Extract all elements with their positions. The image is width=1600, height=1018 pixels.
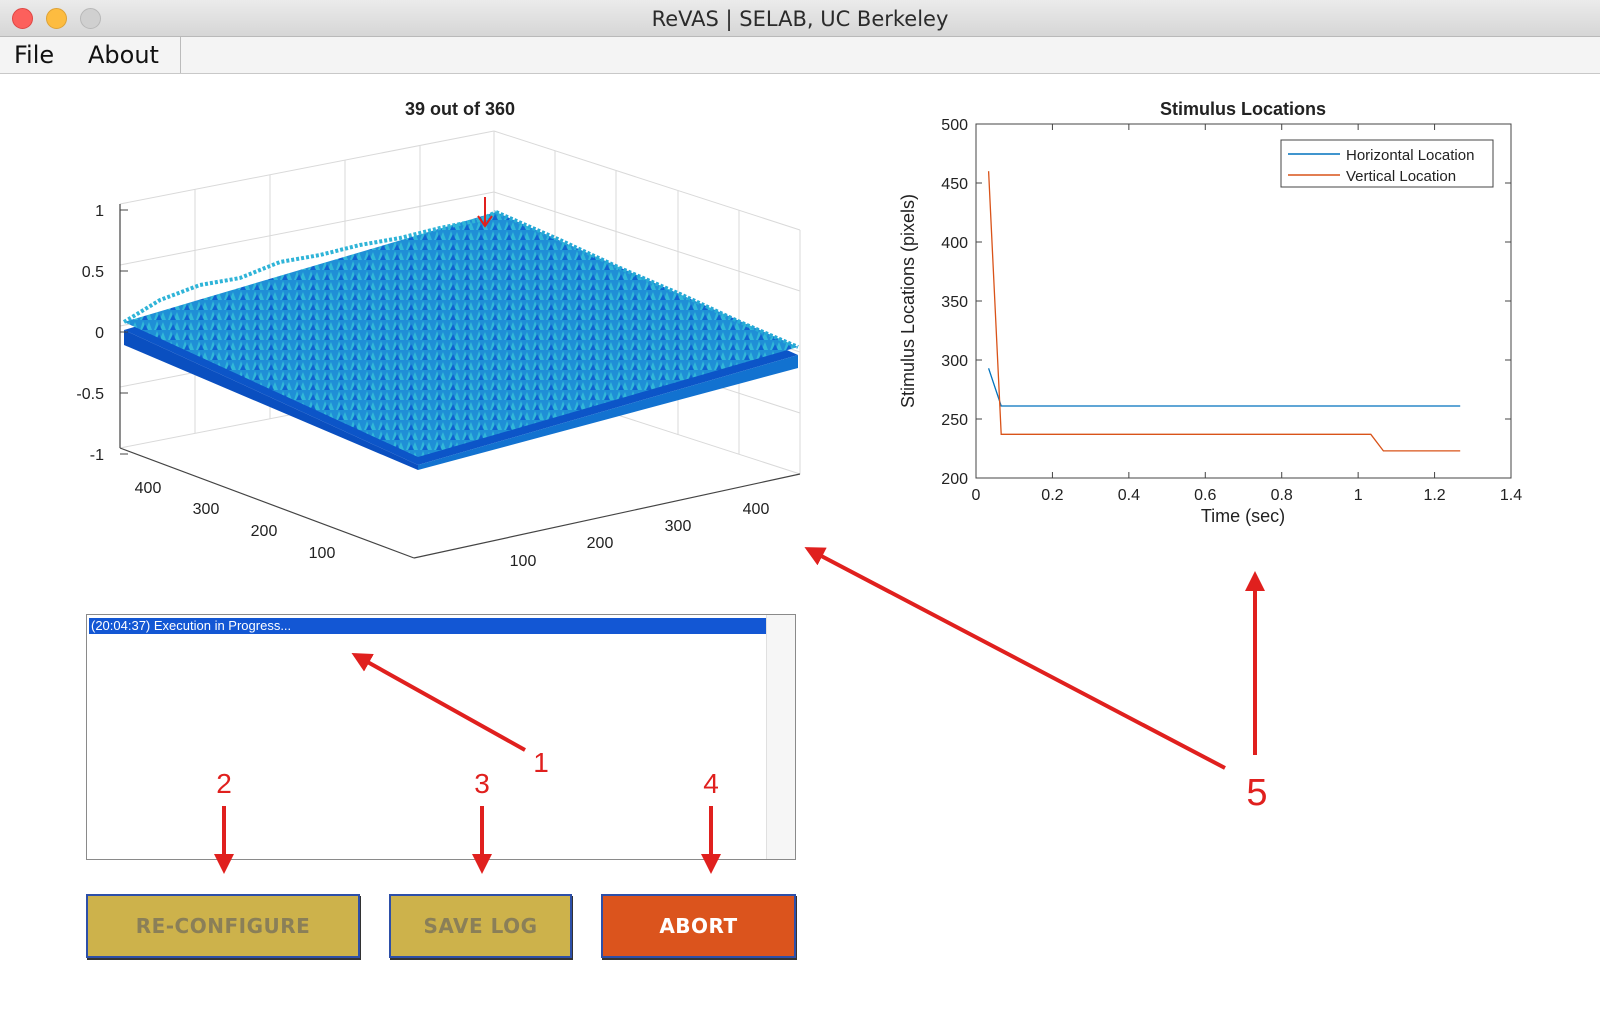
legend-horizontal: Horizontal Location bbox=[1346, 147, 1474, 164]
abort-button[interactable]: ABORT bbox=[601, 894, 796, 958]
chart-legend: Horizontal Location Vertical Location bbox=[1280, 139, 1494, 188]
z-tick-label: 0 bbox=[95, 325, 104, 342]
surface-plot: 39 out of 360 bbox=[76, 99, 801, 570]
save-log-button[interactable]: SAVE LOG bbox=[389, 894, 572, 958]
chart-y-ticks: 200 250 300 350 400 450 500 bbox=[941, 117, 1511, 488]
menu-file[interactable]: File bbox=[14, 41, 55, 69]
right-axis-tick-label: 300 bbox=[665, 518, 692, 535]
window-title: ReVAS | SELAB, UC Berkeley bbox=[651, 7, 949, 31]
y-tick-label: 500 bbox=[941, 117, 968, 134]
y-tick-label: 450 bbox=[941, 176, 968, 193]
y-tick-label: 200 bbox=[941, 471, 968, 488]
log-scrollbar[interactable] bbox=[766, 615, 795, 859]
x-tick-label: 1 bbox=[1354, 487, 1363, 504]
y-tick-label: 400 bbox=[941, 235, 968, 252]
x-tick-label: 0.6 bbox=[1194, 487, 1216, 504]
legend-vertical: Vertical Location bbox=[1346, 168, 1456, 185]
series-line-horizontal bbox=[987, 368, 1461, 407]
x-tick-label: 0.4 bbox=[1118, 487, 1140, 504]
right-axis-tick-label: 200 bbox=[587, 535, 614, 552]
y-tick-label: 300 bbox=[941, 353, 968, 370]
menu-bar: File About bbox=[0, 37, 1600, 74]
z-tick-label: 1 bbox=[95, 203, 104, 220]
title-bar: ReVAS | SELAB, UC Berkeley bbox=[0, 0, 1600, 37]
chart-title: Stimulus Locations bbox=[1160, 99, 1326, 119]
left-axis-tick-label: 200 bbox=[251, 523, 278, 540]
z-tick-label: 0.5 bbox=[82, 264, 104, 281]
x-tick-label: 0.8 bbox=[1271, 487, 1293, 504]
menu-divider bbox=[180, 37, 181, 73]
x-tick-label: 1.4 bbox=[1500, 487, 1522, 504]
menu-about[interactable]: About bbox=[88, 41, 159, 69]
peak-marker-icon bbox=[477, 197, 493, 228]
x-tick-label: 0 bbox=[972, 487, 981, 504]
zoom-window-button[interactable] bbox=[80, 8, 101, 29]
chart-x-label: Time (sec) bbox=[1201, 506, 1285, 526]
x-tick-label: 1.2 bbox=[1423, 487, 1445, 504]
series-line-vertical bbox=[987, 171, 1461, 452]
log-listbox[interactable]: (20:04:37) Execution in Progress... bbox=[86, 614, 796, 860]
surface-tick-labels: 1 0.5 0 -0.5 -1 400 300 200 100 100 200 300 400 bbox=[76, 203, 769, 570]
x-tick-label: 0.2 bbox=[1041, 487, 1063, 504]
y-tick-label: 250 bbox=[941, 412, 968, 429]
reconfigure-button[interactable]: RE-CONFIGURE bbox=[86, 894, 360, 958]
chart-y-label: Stimulus Locations (pixels) bbox=[898, 194, 918, 408]
chart-x-ticks: 0 0.2 0.4 0.6 0.8 1 1.2 1.4 bbox=[972, 124, 1522, 504]
left-axis-tick-label: 100 bbox=[309, 545, 336, 562]
surface-mesh bbox=[122, 210, 799, 470]
left-axis-tick-label: 300 bbox=[193, 501, 220, 518]
log-entry[interactable]: (20:04:37) Execution in Progress... bbox=[89, 618, 771, 634]
right-axis-tick-label: 100 bbox=[510, 553, 537, 570]
stimulus-locations-chart: Stimulus Locations 200 250 300 350 400 450 500… bbox=[898, 99, 1522, 526]
close-window-button[interactable] bbox=[12, 8, 33, 29]
left-axis-tick-label: 400 bbox=[135, 480, 162, 497]
y-tick-label: 350 bbox=[941, 294, 968, 311]
chart-series bbox=[987, 171, 1461, 452]
minimize-window-button[interactable] bbox=[46, 8, 67, 29]
z-tick-label: -1 bbox=[90, 447, 104, 464]
z-tick-label: -0.5 bbox=[76, 386, 104, 403]
right-axis-tick-label: 400 bbox=[743, 501, 770, 518]
surface-plot-title: 39 out of 360 bbox=[405, 99, 515, 119]
surface-plot-axes bbox=[119, 204, 801, 559]
